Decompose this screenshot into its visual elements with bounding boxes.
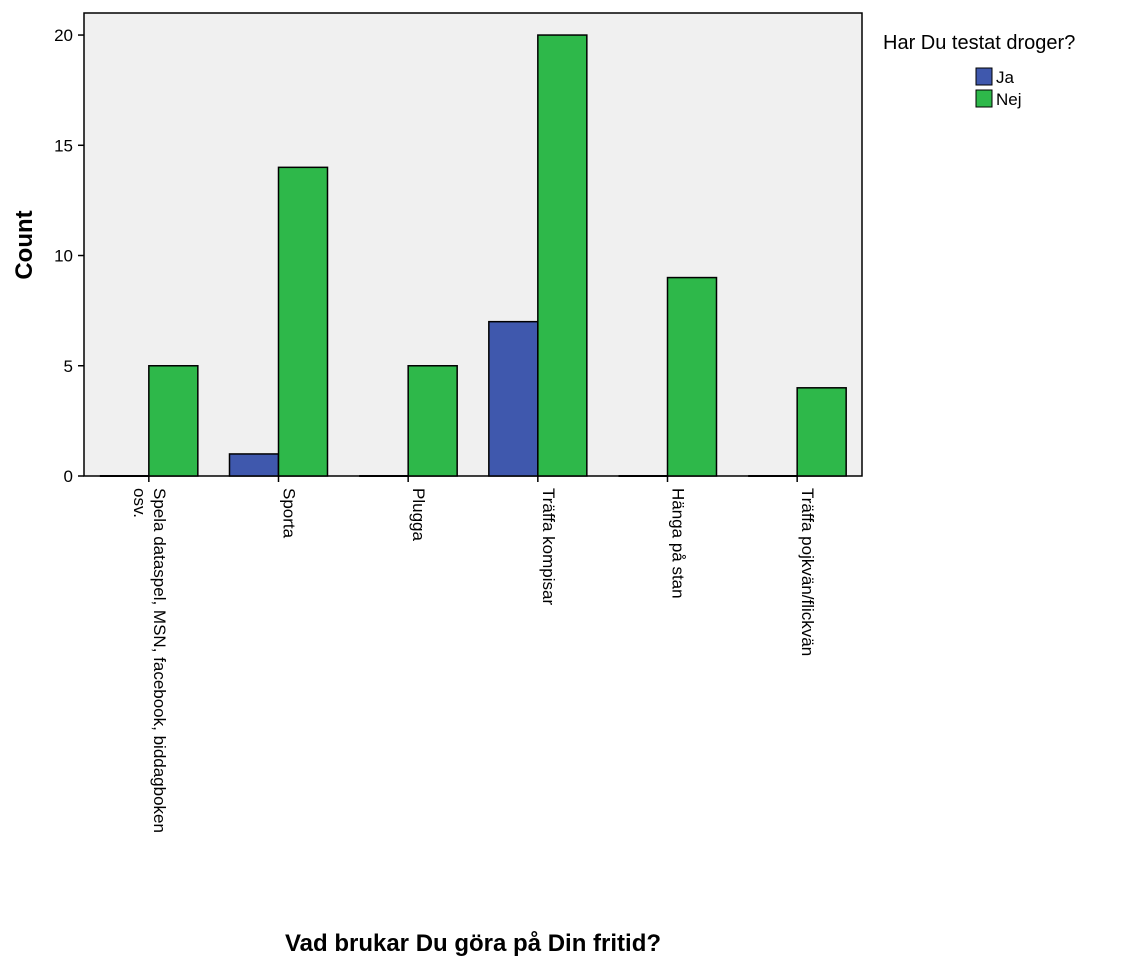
bar-nej-4 — [666, 276, 718, 477]
bar-nej-2 — [407, 365, 458, 477]
bar-nej-1 — [277, 166, 329, 477]
legend-swatch-ja — [975, 67, 993, 86]
legend-label-nej: Nej — [996, 90, 1022, 109]
x-category-label: osv. — [130, 488, 149, 518]
legend-label-ja: Ja — [996, 68, 1015, 87]
bar-nej-3 — [537, 34, 588, 477]
x-axis-title: Vad brukar Du göra på Din fritid? — [285, 930, 661, 957]
y-tick-label: 5 — [64, 357, 73, 376]
bar-nej-0 — [148, 365, 199, 477]
x-axis: Spela dataspel, MSN, facebook, biddagbok… — [130, 476, 817, 833]
bar-nej-5 — [796, 387, 847, 477]
x-category-label: Hänga på stan — [669, 488, 688, 599]
legend-swatch-nej — [975, 89, 993, 108]
y-tick-label: 10 — [54, 247, 73, 266]
y-tick-label: 0 — [64, 467, 73, 486]
x-category-label: Träffa kompisar — [539, 488, 558, 605]
bar-ja-1 — [228, 453, 280, 477]
x-category-label: Träffa pojkvän/flickvän — [798, 488, 817, 656]
x-category-label: Plugga — [409, 488, 428, 541]
x-category-label: Sporta — [280, 488, 299, 539]
x-category-label: Spela dataspel, MSN, facebook, biddagbok… — [150, 488, 169, 833]
bars — [99, 34, 847, 477]
plot-area — [83, 12, 863, 477]
legend: Har Du testat droger? Ja Nej — [883, 32, 1075, 109]
y-axis-title: Count — [11, 210, 38, 279]
legend-title: Har Du testat droger? — [883, 32, 1075, 54]
bar-ja-3 — [488, 320, 539, 477]
y-tick-label: 15 — [54, 136, 73, 155]
y-tick-label: 20 — [54, 26, 73, 45]
y-axis: 0 5 10 15 20 — [54, 26, 84, 486]
